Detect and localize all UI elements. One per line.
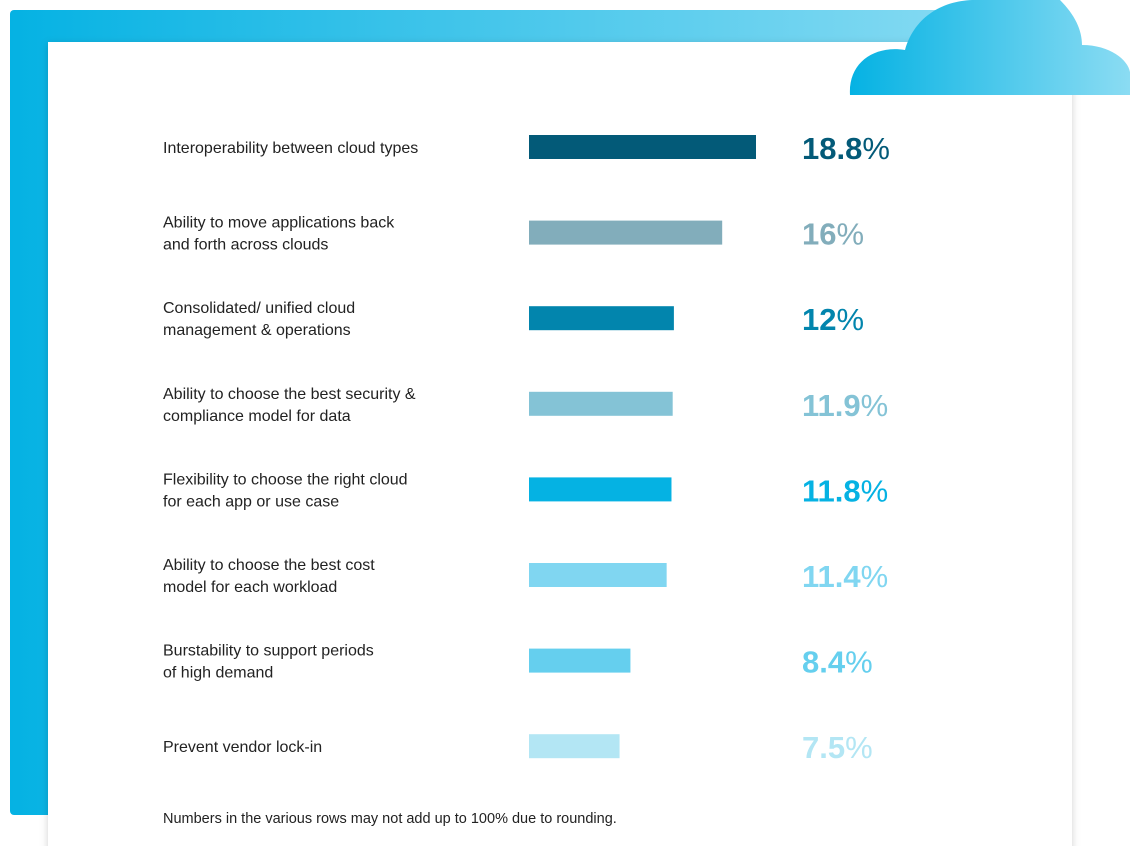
category-label: for each app or use case [163, 493, 339, 510]
category-label: Ability to move applications back [163, 215, 395, 232]
value-label: 11.9% [802, 388, 888, 423]
value-label: 18.8% [802, 131, 890, 166]
bar [529, 135, 756, 159]
value-label: 16% [802, 217, 864, 252]
cloud-icon [849, 0, 1130, 95]
category-label: Flexibility to choose the right cloud [163, 471, 408, 488]
footnote: Numbers in the various rows may not add … [163, 811, 617, 827]
category-label: Ability to choose the best security & [163, 386, 416, 403]
category-label: Consolidated/ unified cloud [163, 300, 355, 317]
category-label: and forth across clouds [163, 237, 328, 254]
bar [529, 477, 672, 502]
value-label: 11.8% [802, 473, 888, 508]
category-label: Burstability to support periods [163, 643, 374, 660]
category-label: model for each workload [163, 579, 337, 596]
value-label: 8.4% [802, 645, 873, 680]
category-label: compliance model for data [163, 408, 351, 425]
category-label: Ability to choose the best cost [163, 557, 375, 574]
bar [529, 391, 673, 416]
value-label: 12% [802, 302, 864, 337]
value-label: 7.5% [802, 730, 873, 765]
value-label: 11.4% [802, 559, 888, 594]
category-label: Interoperability between cloud types [163, 140, 418, 157]
category-label: Prevent vendor lock-in [163, 739, 322, 756]
bar [529, 563, 667, 587]
category-label: management & operations [163, 322, 351, 339]
bar [529, 648, 631, 673]
bar [529, 734, 620, 759]
bar [529, 220, 723, 245]
category-label: of high demand [163, 665, 273, 682]
card [48, 42, 1072, 846]
bar [529, 306, 674, 331]
